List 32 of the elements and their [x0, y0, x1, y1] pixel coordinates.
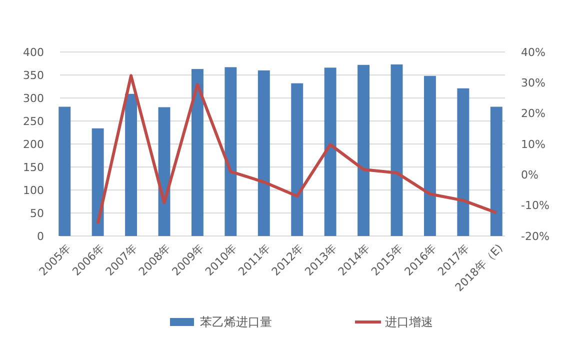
bar — [191, 69, 204, 236]
y-tick-label: 100 — [23, 184, 44, 197]
y-tick-label: 300 — [23, 92, 44, 105]
y2-tick-label: 0% — [521, 168, 538, 182]
bar — [258, 70, 270, 236]
bar — [390, 64, 403, 236]
y-tick-label: 200 — [23, 138, 44, 151]
bar — [490, 106, 502, 236]
bar — [291, 83, 304, 236]
y2-tick-label: -10% — [521, 199, 550, 212]
y2-tick-label: 40% — [521, 46, 546, 59]
bar — [358, 64, 370, 236]
bar — [424, 76, 436, 236]
y-tick-label: 50 — [30, 206, 44, 220]
y2-tick-label: -20% — [521, 230, 550, 243]
legend-label: 苯乙烯进口量 — [200, 315, 272, 330]
y2-tick-label: 10% — [521, 138, 546, 151]
y2-tick-label: 20% — [521, 107, 546, 120]
legend-label: 进口增速 — [385, 315, 433, 330]
bar — [224, 67, 237, 236]
y-tick-label: 250 — [23, 114, 44, 128]
line-series — [96, 74, 498, 226]
y-tick-label: 400 — [23, 46, 44, 59]
y2-tick-label: 30% — [521, 76, 546, 90]
bar — [457, 88, 470, 236]
y-tick-label: 0 — [37, 230, 44, 243]
bar — [58, 106, 71, 236]
y-tick-label: 150 — [23, 160, 44, 174]
bar — [92, 128, 104, 236]
y-tick-label: 350 — [23, 68, 44, 82]
bar — [125, 94, 138, 236]
bar — [324, 68, 336, 236]
